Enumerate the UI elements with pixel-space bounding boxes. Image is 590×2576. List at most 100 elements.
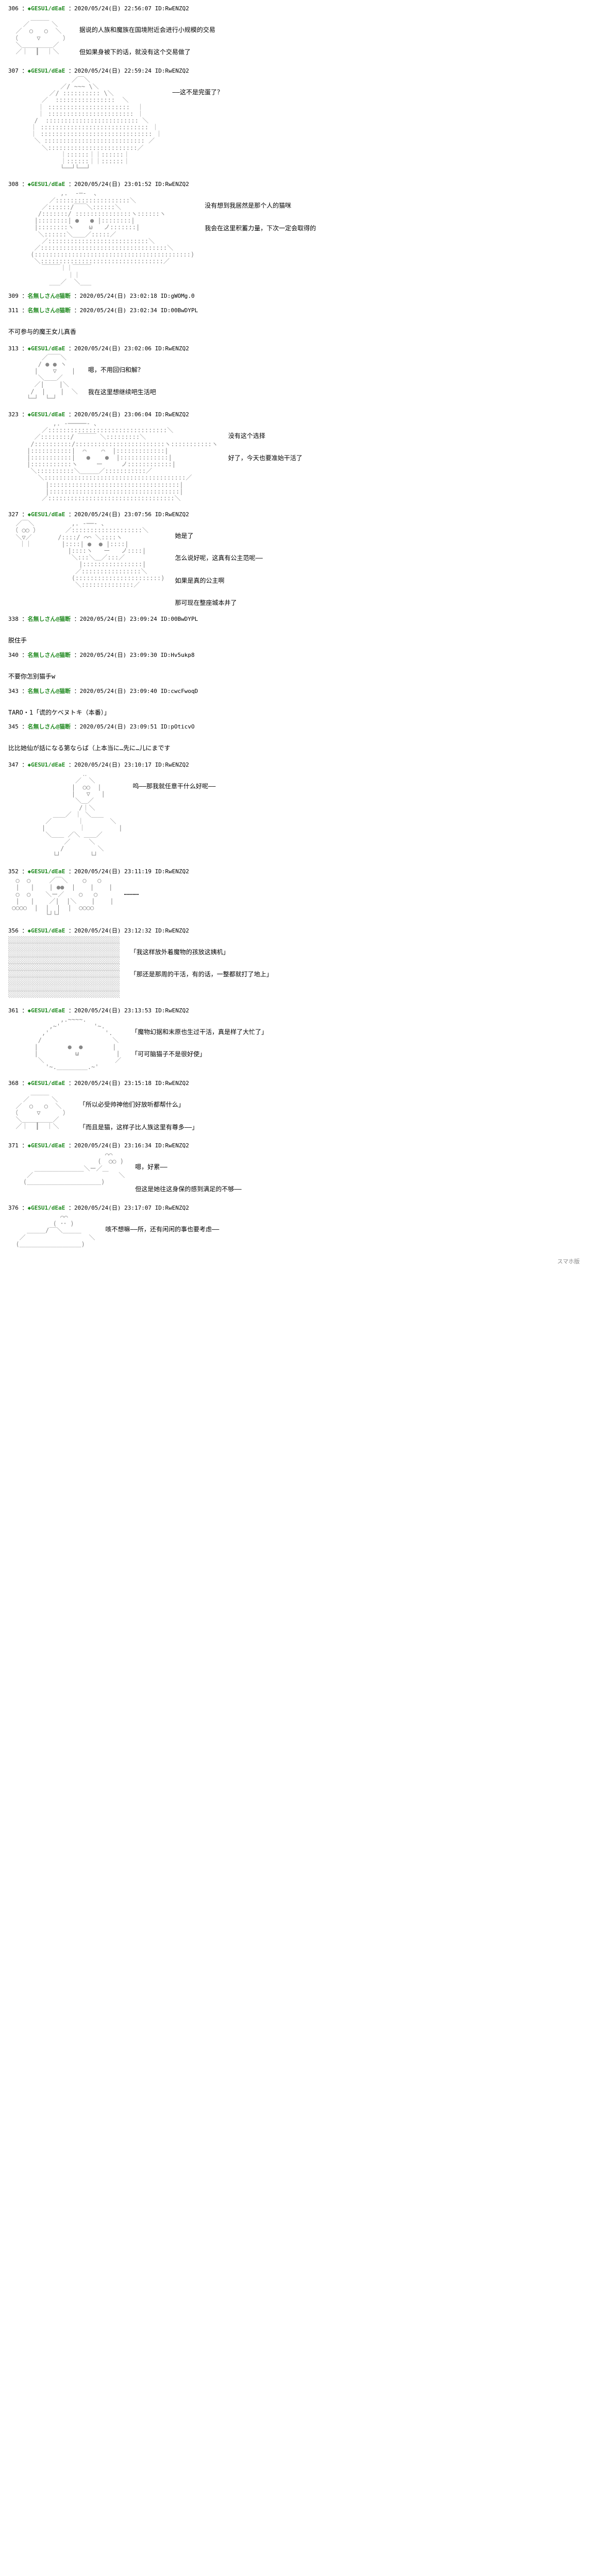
post-body: ＿＿＿ ／ ＼ ／ ○ ○ ＼ （ ▽ ） ＼＿＿＿＿＿／ ／｜ ┃ ｜＼「所以… <box>8 1089 582 1133</box>
post-date: 2020/05/24(日) 22:56:07 <box>74 5 151 12</box>
ascii-art: ／￣＼ ／/ ~~~ \＼ ／/ :::::::::: \＼ ／ :::::::… <box>8 77 162 172</box>
post-name: 名無しさん@猫断 <box>28 652 71 658</box>
post-date: 2020/05/24(日) 23:16:34 <box>74 1142 151 1149</box>
ascii-art: ／￣＼ ,. -──- 、 （ ○○ ） ／::::::::::::::::::… <box>8 520 164 588</box>
post-text: 她是了怎么说好呢，这真有公主范呢——如果是真的公主啊那可现在整座城本井了 <box>175 520 262 608</box>
post-id: ID:Hv5ukp8 <box>160 652 194 658</box>
post-311: 311 ：名無しさん@猫断 ：2020/05/24(日) 23:02:34 ID… <box>0 304 590 340</box>
post-id: ID:RwENZQ2 <box>155 1007 189 1014</box>
post-header: 338 ：名無しさん@猫断 ：2020/05/24(日) 23:09:24 ID… <box>8 615 582 623</box>
post-body: ⌒⌒ ( ○○ ) ＿＿＿＿＿＿＿＿＼ー／＿ ／ ＼ (＿＿＿＿＿＿＿＿＿＿＿＿… <box>8 1151 582 1195</box>
post-id: ID:RwENZQ2 <box>155 1142 189 1149</box>
post-307: 307 ：◆GESU1/dEaE ：2020/05/24(日) 22:59:24… <box>0 62 590 176</box>
post-body: TARO・1「谎的ケベヌトキ（本番）」 <box>8 697 582 719</box>
post-id: ID:RwENZQ2 <box>155 1080 189 1087</box>
post-340: 340 ：名無しさん@猫断 ：2020/05/24(日) 23:09:30 ID… <box>0 649 590 685</box>
post-text: 不可参与的魔王女儿真香 <box>8 316 582 338</box>
post-header: 311 ：名無しさん@猫断 ：2020/05/24(日) 23:02:34 ID… <box>8 306 582 314</box>
post-number: 368 <box>8 1080 19 1087</box>
post-header: 361 ：◆GESU1/dEaE ：2020/05/24(日) 23:13:53… <box>8 1006 582 1014</box>
post-306: 306 ：◆GESU1/dEaE ：2020/05/24(日) 22:56:07… <box>0 0 590 62</box>
post-header: 368 ：◆GESU1/dEaE ：2020/05/24(日) 23:15:18… <box>8 1079 582 1087</box>
post-327: 327 ：◆GESU1/dEaE ：2020/05/24(日) 23:07:56… <box>0 506 590 613</box>
post-body: ,. -─────- 、 ／::::::::::::::::::::::::::… <box>8 420 582 502</box>
post-header: 306 ：◆GESU1/dEaE ：2020/05/24(日) 22:56:07… <box>8 4 582 12</box>
post-name: ◆GESU1/dEaE <box>28 761 65 768</box>
post-text: TARO・1「谎的ケベヌトキ（本番）」 <box>8 697 582 719</box>
post-number: 347 <box>8 761 19 768</box>
post-header: 347 ：◆GESU1/dEaE ：2020/05/24(日) 23:10:17… <box>8 760 582 769</box>
post-id: ID:gWOMg.0 <box>160 293 194 299</box>
post-number: 361 <box>8 1007 19 1014</box>
post-number: 306 <box>8 5 19 12</box>
post-date: 2020/05/24(日) 23:15:18 <box>74 1080 151 1087</box>
post-313: 313 ：◆GESU1/dEaE ：2020/05/24(日) 23:02:06… <box>0 340 590 406</box>
post-date: 2020/05/24(日) 23:01:52 <box>74 181 151 188</box>
post-id: ID:RwENZQ2 <box>155 5 189 12</box>
post-id: ID:RwENZQ2 <box>155 761 189 768</box>
ascii-art: ⌒⌒ ( ･･ ) ＿＿＿/‾‾＼＿＿＿ ／ ＼ (＿＿＿＿＿＿＿＿＿＿) <box>8 1214 95 1248</box>
post-text: 咳不想嘛——所，还有闲闲的事也要考虑—— <box>106 1214 220 1235</box>
post-text: 不要你怎别猫手w <box>8 661 582 683</box>
post-header: 323 ：◆GESU1/dEaE ：2020/05/24(日) 23:06:04… <box>8 410 582 418</box>
post-number: 309 <box>8 293 19 299</box>
post-323: 323 ：◆GESU1/dEaE ：2020/05/24(日) 23:06:04… <box>0 406 590 506</box>
post-header: 352 ：◆GESU1/dEaE ：2020/05/24(日) 23:11:19… <box>8 867 582 875</box>
post-352: 352 ：◆GESU1/dEaE ：2020/05/24(日) 23:11:19… <box>0 863 590 922</box>
post-name: 名無しさん@猫断 <box>28 307 71 314</box>
post-356: 356 ：◆GESU1/dEaE ：2020/05/24(日) 23:12:32… <box>0 922 590 1002</box>
post-date: 2020/05/24(日) 23:02:18 <box>80 293 157 299</box>
post-name: ◆GESU1/dEaE <box>28 345 65 352</box>
post-date: 2020/05/24(日) 23:07:56 <box>74 511 151 518</box>
post-number: 323 <box>8 411 19 418</box>
post-347: 347 ：◆GESU1/dEaE ：2020/05/24(日) 23:10:17… <box>0 756 590 863</box>
ascii-art: ／￣￣＼ / ● ● ヽ | ▽ | ＼＿＿／ ／| |＼ / | | ＼ └─… <box>8 354 78 402</box>
post-body: ⌒⌒ ( ･･ ) ＿＿＿/‾‾＼＿＿＿ ／ ＼ (＿＿＿＿＿＿＿＿＿＿) 咳不想… <box>8 1214 582 1248</box>
footer: スマホ版 <box>0 1252 590 1270</box>
post-345: 345 ：名無しさん@猫断 ：2020/05/24(日) 23:09:51 ID… <box>0 720 590 756</box>
post-number: 340 <box>8 652 19 658</box>
post-name: ◆GESU1/dEaE <box>28 1080 65 1087</box>
post-id: ID:RwENZQ2 <box>155 511 189 518</box>
post-body: 比比她仙が話になる第ならば（上本当に…先に…儿にまです <box>8 733 582 754</box>
post-date: 2020/05/24(日) 23:11:19 <box>74 868 151 875</box>
post-date: 2020/05/24(日) 22:59:24 <box>74 67 151 74</box>
post-name: ◆GESU1/dEaE <box>28 181 65 188</box>
post-343: 343 ：名無しさん@猫断 ：2020/05/24(日) 23:09:40 ID… <box>0 685 590 721</box>
post-number: 307 <box>8 67 19 74</box>
post-id: ID:pOticvO <box>160 723 194 730</box>
post-number: 345 <box>8 723 19 730</box>
post-date: 2020/05/24(日) 23:09:40 <box>80 688 157 694</box>
post-text: ——这不是完蛋了？ <box>173 77 223 98</box>
post-header: 309 ：名無しさん@猫断 ：2020/05/24(日) 23:02:18 ID… <box>8 292 582 300</box>
post-text: ………… <box>124 877 139 899</box>
post-header: 313 ：◆GESU1/dEaE ：2020/05/24(日) 23:02:06… <box>8 344 582 352</box>
post-308: 308 ：◆GESU1/dEaE ：2020/05/24(日) 23:01:52… <box>0 176 590 290</box>
ascii-art: ‥ ／ ＼ | ○○ | | ▽ | ＼＿／ /｜＼ ＿＿／ ｜ ＼＿＿ ／ ｜… <box>8 771 123 859</box>
post-text: 嗯，好累——但这是她往这身保的感到满足的不够—— <box>135 1151 241 1195</box>
post-number: 313 <box>8 345 19 352</box>
post-date: 2020/05/24(日) 23:17:07 <box>74 1205 151 1211</box>
post-date: 2020/05/24(日) 23:02:06 <box>74 345 151 352</box>
ascii-art: ,. -─────- 、 ／::::::::::::::::::::::::::… <box>8 420 218 502</box>
post-body: 不要你怎别猫手w <box>8 661 582 683</box>
post-name: 名無しさん@猫断 <box>28 723 71 730</box>
ascii-art: ⌒⌒ ( ○○ ) ＿＿＿＿＿＿＿＿＼ー／＿ ／ ＼ (＿＿＿＿＿＿＿＿＿＿＿＿… <box>8 1151 125 1185</box>
post-header: 356 ：◆GESU1/dEaE ：2020/05/24(日) 23:12:32… <box>8 926 582 935</box>
post-368: 368 ：◆GESU1/dEaE ：2020/05/24(日) 23:15:18… <box>0 1075 590 1137</box>
post-number: 338 <box>8 616 19 622</box>
post-name: ◆GESU1/dEaE <box>28 511 65 518</box>
post-number: 376 <box>8 1205 19 1211</box>
post-name: 名無しさん@猫断 <box>28 616 71 622</box>
ascii-art: ＿＿＿ ／ ＼ ／ ○ ○ ＼ （ ▽ ） ＼＿＿＿＿＿／ ／｜ ┃ ｜＼ <box>8 14 69 55</box>
post-309: 309 ：名無しさん@猫断 ：2020/05/24(日) 23:02:18 ID… <box>0 290 590 304</box>
post-header: 376 ：◆GESU1/dEaE ：2020/05/24(日) 23:17:07… <box>8 1204 582 1212</box>
post-id: ID:RwENZQ2 <box>155 927 189 934</box>
post-id: ID:cwcFwoqD <box>160 688 198 694</box>
post-name: 名無しさん@猫断 <box>28 293 71 299</box>
post-361: 361 ：◆GESU1/dEaE ：2020/05/24(日) 23:13:53… <box>0 1002 590 1075</box>
post-header: 307 ：◆GESU1/dEaE ：2020/05/24(日) 22:59:24… <box>8 66 582 75</box>
post-number: 343 <box>8 688 19 694</box>
post-header: 308 ：◆GESU1/dEaE ：2020/05/24(日) 23:01:52… <box>8 180 582 188</box>
post-text: 呜——那我就任意干什么好呢—— <box>133 771 216 792</box>
